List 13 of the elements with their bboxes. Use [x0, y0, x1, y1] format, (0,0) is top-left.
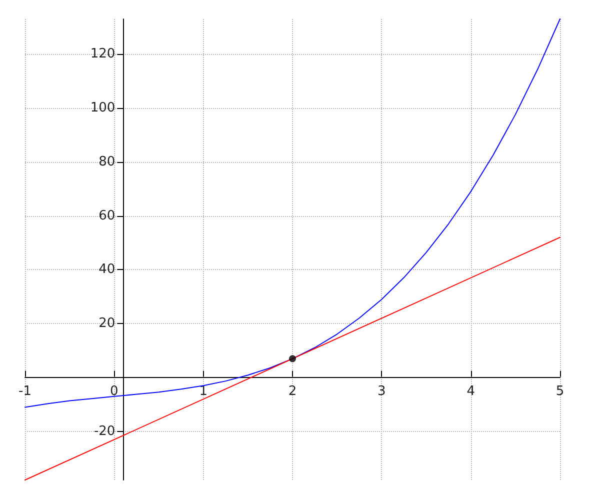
- y-tick-label: 60: [98, 208, 116, 224]
- y-tick-label: 100: [90, 100, 116, 116]
- x-tick-label: 4: [466, 384, 475, 399]
- x-tick-label: 0: [110, 384, 118, 399]
- y-tick-label: 120: [90, 46, 116, 62]
- y-tick-label: -20: [94, 424, 116, 439]
- x-tick-label: 3: [378, 384, 386, 399]
- y-tick-label: 40: [98, 262, 116, 278]
- x-tick-label: -1: [18, 384, 32, 399]
- y-tick-label: 20: [98, 316, 116, 332]
- x-tick-label: 5: [556, 384, 564, 399]
- x-tick-label: 2: [288, 384, 297, 399]
- y-tick-label: 80: [98, 154, 116, 170]
